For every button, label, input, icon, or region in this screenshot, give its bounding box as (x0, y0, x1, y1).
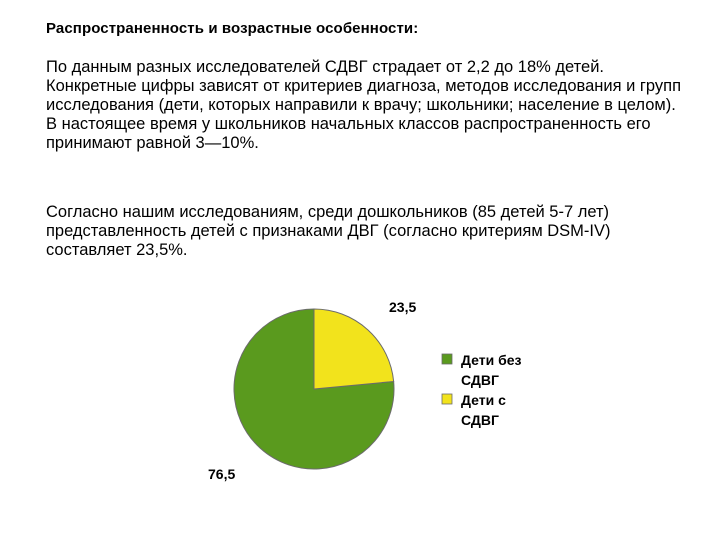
legend-swatch-children-without-adhd (441, 353, 453, 365)
pie-chart: 76,5 23,5 Дети без СДВГ Дети с СДВГ (208, 299, 522, 482)
legend-label-children-with-adhd-line2: СДВГ (461, 412, 499, 428)
legend: Дети без СДВГ Дети с СДВГ (441, 352, 522, 428)
page-title: Распространенность и возрастные особенно… (46, 20, 419, 37)
data-label-children-with-adhd: 23,5 (389, 299, 416, 315)
data-label-children-without-adhd: 76,5 (208, 466, 235, 482)
paragraph-prevalence: По данным разных исследователей СДВГ стр… (46, 58, 682, 152)
legend-label-children-with-adhd-line1: Дети с (461, 392, 506, 408)
pie-slices (233, 308, 395, 470)
pie-slice-children-with-adhd (313, 308, 395, 390)
legend-label-children-without-adhd-line2: СДВГ (461, 372, 499, 388)
legend-label-children-without-adhd-line1: Дети без (461, 352, 522, 368)
paragraph-study-results: Согласно нашим исследованиям, среди дошк… (46, 203, 611, 259)
legend-swatch-children-with-adhd (441, 393, 453, 405)
